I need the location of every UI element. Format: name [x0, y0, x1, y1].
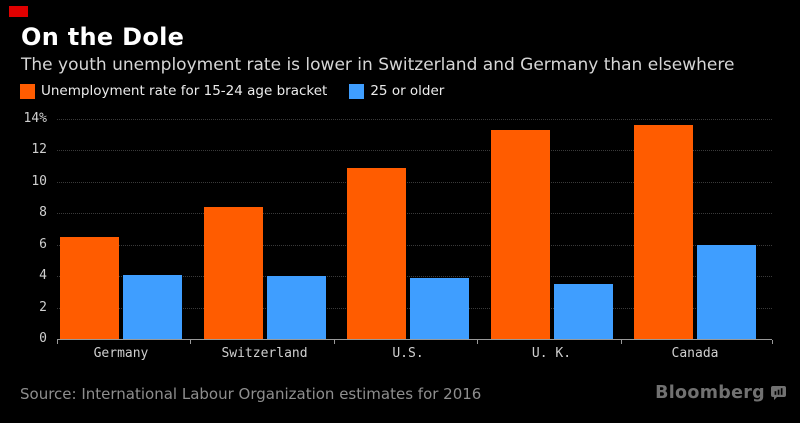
- plot-area: [57, 119, 772, 339]
- bar-us-older: [410, 277, 469, 339]
- x-axis-tick-0: [57, 340, 58, 344]
- bloomberg-wordmark: Bloomberg: [655, 383, 765, 403]
- legend-item-1: 25 or older: [349, 83, 444, 99]
- x-axis-tick-4: [620, 340, 622, 344]
- x-label-canada: Canada: [671, 346, 719, 361]
- bar-uk-youth: [490, 130, 550, 339]
- gridline-4: [57, 276, 772, 278]
- bloomberg-terminal-icon: [771, 386, 786, 400]
- gridline-12: [57, 150, 772, 152]
- x-axis-tick-3: [477, 340, 479, 344]
- legend-item-0: Unemployment rate for 15-24 age bracket: [20, 83, 327, 99]
- legend-swatch-0: [20, 83, 35, 99]
- gridline-8: [57, 213, 772, 215]
- gridline-10: [57, 181, 772, 183]
- x-axis-tick-5: [772, 340, 773, 344]
- bar-switzerland-older: [266, 276, 326, 339]
- x-axis-tick-1: [190, 340, 192, 344]
- x-axis-line: [57, 339, 772, 340]
- x-axis-tick-2: [333, 340, 335, 344]
- bloomberg-logo: Bloomberg: [655, 383, 786, 403]
- y-tick-label-0: 0: [39, 331, 47, 346]
- chart-title: On the Dole: [21, 23, 185, 51]
- x-label-germany: Germany: [93, 346, 149, 361]
- y-tick-label-4: 4: [39, 268, 47, 284]
- y-tick-label-2: 2: [39, 299, 47, 315]
- y-tick-label-6: 6: [39, 236, 47, 252]
- y-tick-label-14: 14%: [23, 111, 47, 126]
- y-tick-label-10: 10: [31, 173, 47, 189]
- x-label-us: U.S.: [392, 346, 424, 361]
- chart-subtitle: The youth unemployment rate is lower in …: [21, 55, 735, 75]
- legend-label-1: 25 or older: [370, 83, 445, 99]
- bar-switzerland-youth: [203, 207, 263, 339]
- gridline-14: [57, 119, 772, 120]
- source-note: Source: International Labour Organizatio…: [20, 385, 482, 403]
- y-tick-label-12: 12: [31, 142, 47, 158]
- red-corner-badge: [9, 6, 28, 17]
- gridline-6: [57, 244, 772, 246]
- bar-canada-youth: [634, 125, 693, 339]
- legend-label-0: Unemployment rate for 15-24 age bracket: [41, 83, 328, 99]
- bar-canada-older: [697, 244, 756, 339]
- y-tick-label-8: 8: [39, 205, 47, 221]
- bar-us-youth: [347, 167, 406, 339]
- bar-germany-older: [123, 274, 182, 339]
- chart-legend: Unemployment rate for 15-24 age bracket 2…: [20, 83, 466, 99]
- legend-swatch-1: [349, 83, 365, 99]
- bar-uk-older: [553, 284, 613, 339]
- x-label-uk: U. K.: [531, 346, 572, 361]
- bar-germany-youth: [60, 236, 119, 339]
- x-label-switzerland: Switzerland: [221, 346, 308, 361]
